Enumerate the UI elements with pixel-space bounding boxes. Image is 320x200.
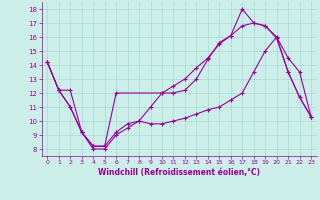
X-axis label: Windchill (Refroidissement éolien,°C): Windchill (Refroidissement éolien,°C) xyxy=(98,168,260,177)
